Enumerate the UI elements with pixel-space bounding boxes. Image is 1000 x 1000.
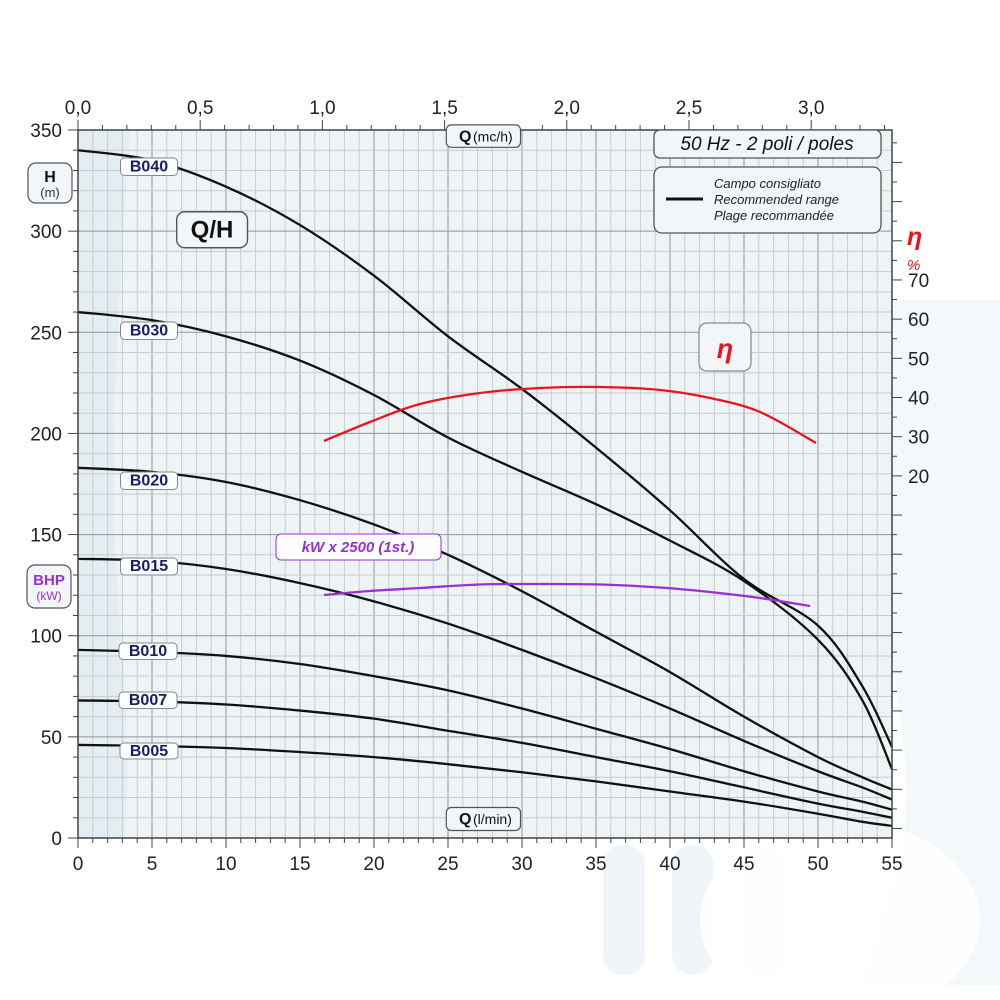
svg-text:350: 350 (30, 121, 62, 142)
svg-text:B010: B010 (129, 643, 167, 660)
svg-text:40: 40 (908, 389, 929, 410)
svg-text:kW x 2500 (1st.): kW x 2500 (1st.) (302, 539, 415, 556)
svg-text:15: 15 (289, 854, 310, 875)
svg-text:B007: B007 (129, 692, 167, 709)
svg-text:Recommended range: Recommended range (714, 192, 839, 207)
svg-text:40: 40 (659, 854, 680, 875)
svg-text:20: 20 (363, 854, 384, 875)
svg-text:1,5: 1,5 (431, 98, 457, 119)
svg-text:Q/H: Q/H (191, 217, 234, 244)
svg-text:60: 60 (908, 310, 929, 331)
svg-text:50: 50 (41, 728, 62, 749)
svg-text:(m): (m) (40, 185, 60, 200)
svg-text:1,0: 1,0 (309, 98, 335, 119)
svg-text:50: 50 (807, 854, 828, 875)
svg-text:100: 100 (30, 627, 62, 648)
svg-text:η: η (907, 223, 922, 251)
svg-text:10: 10 (215, 854, 236, 875)
svg-text:0,0: 0,0 (65, 98, 91, 119)
svg-text:B030: B030 (130, 323, 168, 340)
svg-text:B040: B040 (130, 159, 168, 176)
svg-text:η: η (717, 334, 734, 364)
svg-text:55: 55 (881, 854, 902, 875)
svg-text:2,0: 2,0 (554, 98, 580, 119)
svg-text:250: 250 (30, 323, 62, 344)
svg-text:300: 300 (30, 222, 62, 243)
svg-text:BHP: BHP (33, 572, 65, 589)
svg-text:200: 200 (30, 424, 62, 445)
svg-text:30: 30 (908, 428, 929, 449)
svg-text:3,0: 3,0 (798, 98, 824, 119)
svg-text:150: 150 (30, 526, 62, 547)
svg-text:50 Hz - 2 poli / poles: 50 Hz - 2 poli / poles (680, 134, 854, 155)
svg-text:Q: Q (459, 811, 471, 828)
svg-text:B020: B020 (130, 473, 168, 490)
svg-text:25: 25 (437, 854, 458, 875)
svg-text:%: % (907, 257, 920, 274)
svg-text:Plage recommandée: Plage recommandée (714, 208, 834, 223)
svg-text:B005: B005 (130, 743, 168, 760)
svg-text:(l/min): (l/min) (473, 811, 512, 827)
svg-text:B015: B015 (130, 558, 168, 575)
svg-text:45: 45 (733, 854, 754, 875)
svg-text:2,5: 2,5 (676, 98, 702, 119)
svg-text:5: 5 (147, 854, 158, 875)
svg-text:Q: Q (459, 129, 471, 146)
svg-text:H: H (44, 169, 56, 186)
svg-text:35: 35 (585, 854, 606, 875)
svg-text:30: 30 (511, 854, 532, 875)
svg-text:70: 70 (908, 271, 929, 292)
svg-text:(mc/h): (mc/h) (473, 129, 513, 145)
svg-text:20: 20 (908, 467, 929, 488)
svg-text:0: 0 (73, 854, 84, 875)
svg-text:Campo consigliato: Campo consigliato (714, 176, 821, 191)
svg-text:0,5: 0,5 (187, 98, 213, 119)
svg-text:50: 50 (908, 349, 929, 370)
svg-text:0: 0 (51, 829, 62, 850)
svg-text:(kW): (kW) (36, 589, 61, 603)
